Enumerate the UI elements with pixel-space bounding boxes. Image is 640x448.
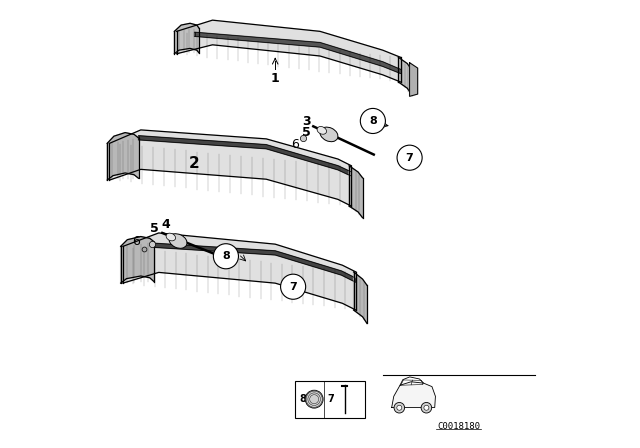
Circle shape [360,108,385,134]
Ellipse shape [317,126,326,134]
Circle shape [424,405,429,410]
Circle shape [280,274,306,299]
Polygon shape [138,136,351,176]
Circle shape [394,402,404,413]
Text: 7: 7 [406,153,413,163]
Polygon shape [109,130,351,206]
Bar [296,381,365,418]
Text: 8: 8 [222,251,230,261]
Polygon shape [392,382,435,408]
Polygon shape [123,233,356,310]
Polygon shape [353,272,367,323]
Polygon shape [398,57,412,95]
Text: 1: 1 [271,72,280,85]
Ellipse shape [169,234,187,248]
Text: 6: 6 [132,235,140,249]
Text: 2: 2 [189,156,200,171]
Text: 8: 8 [369,116,377,126]
Polygon shape [154,243,355,282]
Text: 5: 5 [302,125,311,139]
Circle shape [397,405,402,410]
Text: 7: 7 [328,394,334,404]
Circle shape [397,145,422,170]
Circle shape [213,244,239,269]
Text: 3: 3 [302,115,311,129]
Polygon shape [177,20,401,82]
Text: 7: 7 [289,282,297,292]
Polygon shape [349,166,362,218]
Text: 4: 4 [161,217,170,231]
Text: C0018180: C0018180 [437,422,481,431]
Polygon shape [195,32,401,73]
Text: 6: 6 [291,138,300,151]
Polygon shape [410,63,418,96]
Polygon shape [174,23,199,54]
Circle shape [305,390,323,408]
Text: 8: 8 [300,394,307,404]
Text: 5: 5 [150,222,159,235]
Ellipse shape [166,233,175,241]
Ellipse shape [320,127,338,142]
Circle shape [421,402,431,413]
Polygon shape [120,237,154,283]
Polygon shape [107,133,138,180]
